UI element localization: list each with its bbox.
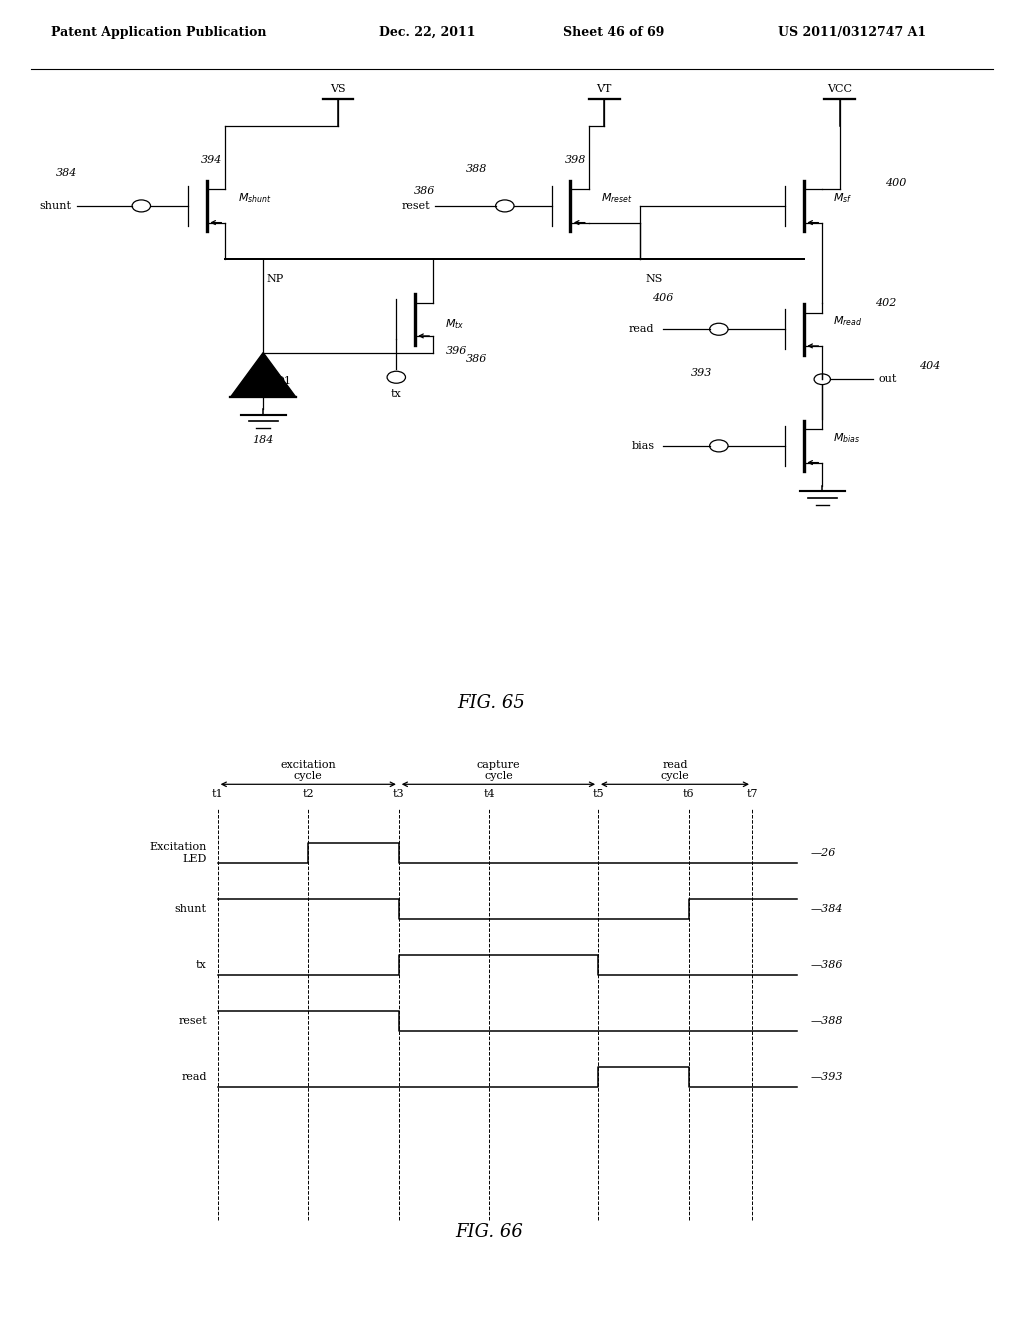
Text: capture
cycle: capture cycle xyxy=(476,760,520,781)
Text: Sheet 46 of 69: Sheet 46 of 69 xyxy=(563,26,665,40)
Text: $M_{sf}$: $M_{sf}$ xyxy=(833,191,852,205)
Text: tx: tx xyxy=(197,960,207,970)
Text: NP: NP xyxy=(266,275,284,284)
Text: 394: 394 xyxy=(202,154,222,165)
Text: —388: —388 xyxy=(811,1016,844,1026)
Text: FIG. 65: FIG. 65 xyxy=(458,693,525,711)
Text: shunt: shunt xyxy=(175,904,207,913)
Text: Patent Application Publication: Patent Application Publication xyxy=(51,26,266,40)
Text: 184: 184 xyxy=(253,434,273,445)
Text: Dec. 22, 2011: Dec. 22, 2011 xyxy=(379,26,475,40)
Text: shunt: shunt xyxy=(40,201,72,211)
Text: US 2011/0312747 A1: US 2011/0312747 A1 xyxy=(778,26,927,40)
Text: out: out xyxy=(879,375,897,384)
Text: 398: 398 xyxy=(565,154,586,165)
Text: excitation
cycle: excitation cycle xyxy=(281,760,336,781)
Text: 406: 406 xyxy=(652,293,674,302)
Text: read
cycle: read cycle xyxy=(660,760,689,781)
Text: Excitation
LED: Excitation LED xyxy=(150,842,207,863)
Text: t6: t6 xyxy=(683,789,694,800)
Text: 404: 404 xyxy=(919,360,940,371)
Text: t3: t3 xyxy=(393,789,404,800)
Text: t4: t4 xyxy=(483,789,496,800)
Text: —386: —386 xyxy=(811,960,844,970)
Text: bias: bias xyxy=(631,441,654,451)
Text: FIG. 66: FIG. 66 xyxy=(456,1222,523,1241)
Text: 384: 384 xyxy=(56,168,78,178)
Text: 396: 396 xyxy=(445,346,467,356)
Text: 393: 393 xyxy=(691,367,712,378)
Text: tx: tx xyxy=(391,389,401,399)
Text: t2: t2 xyxy=(302,789,314,800)
Text: read: read xyxy=(181,1072,207,1082)
Text: t1: t1 xyxy=(212,789,223,800)
Text: VT: VT xyxy=(596,84,612,94)
Text: VS: VS xyxy=(330,84,346,94)
Text: $M_{read}$: $M_{read}$ xyxy=(833,314,862,329)
Text: —384: —384 xyxy=(811,904,844,913)
Polygon shape xyxy=(230,352,296,397)
Text: 386: 386 xyxy=(415,186,435,195)
Text: read: read xyxy=(629,325,654,334)
Text: —26: —26 xyxy=(811,847,837,858)
Text: $M_{tx}$: $M_{tx}$ xyxy=(445,318,465,331)
Text: —393: —393 xyxy=(811,1072,844,1082)
Text: t5: t5 xyxy=(592,789,604,800)
Text: 386: 386 xyxy=(466,354,487,364)
Text: $M_{shunt}$: $M_{shunt}$ xyxy=(238,191,271,205)
Text: NS: NS xyxy=(645,275,663,284)
Text: D1: D1 xyxy=(275,376,292,385)
Text: $M_{bias}$: $M_{bias}$ xyxy=(833,432,860,445)
Text: $M_{reset}$: $M_{reset}$ xyxy=(601,191,633,205)
Text: 402: 402 xyxy=(874,297,896,308)
Text: reset: reset xyxy=(178,1016,207,1026)
Text: reset: reset xyxy=(401,201,430,211)
Text: 388: 388 xyxy=(466,164,487,174)
Text: 400: 400 xyxy=(885,178,906,187)
Text: t7: t7 xyxy=(746,789,758,800)
Text: VCC: VCC xyxy=(827,84,852,94)
